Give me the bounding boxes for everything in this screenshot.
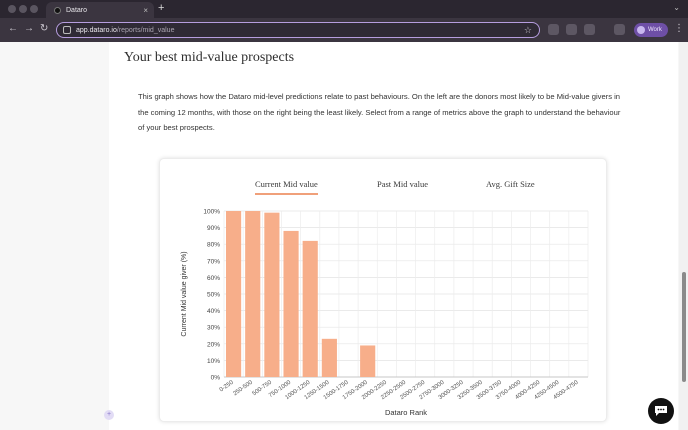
new-tab-button[interactable]: + (158, 2, 165, 14)
close-window-button[interactable] (8, 5, 16, 13)
y-tick-label: 20% (207, 341, 220, 348)
maximize-window-button[interactable] (30, 5, 38, 13)
help-icon[interactable]: + (104, 410, 114, 420)
bar (302, 240, 318, 377)
minimize-window-button[interactable] (19, 5, 27, 13)
reload-icon[interactable]: ↻ (40, 23, 49, 34)
bar (321, 338, 337, 377)
y-tick-label: 30% (207, 325, 220, 332)
bar (226, 211, 242, 377)
profile-label: Work (648, 27, 662, 33)
x-axis-title: Dataro Rank (385, 408, 427, 417)
bar (264, 212, 280, 377)
y-tick-label: 90% (207, 225, 220, 232)
tab-search-icon[interactable]: ⌄ (673, 3, 680, 12)
bar (283, 230, 299, 377)
chart-card: Current Mid value Past Mid value Avg. Gi… (159, 158, 607, 422)
tab-past-mid-value[interactable]: Past Mid value (377, 179, 428, 189)
y-tick-label: 0% (211, 375, 221, 382)
chat-button[interactable] (648, 398, 674, 424)
url-domain: app.dataro.io (76, 26, 117, 34)
scrollbar-track[interactable] (679, 42, 688, 430)
y-tick-label: 10% (207, 358, 220, 365)
page-description: This graph shows how the Dataro mid-leve… (138, 92, 621, 132)
y-tick-label: 80% (207, 242, 220, 249)
forward-icon[interactable]: → (24, 23, 34, 34)
y-tick-label: 40% (207, 308, 220, 315)
address-bar[interactable]: app.dataro.io/reports/mid_value ☆ (56, 22, 540, 38)
extension-icon[interactable] (548, 24, 559, 35)
dataro-favicon-icon (54, 6, 61, 14)
chart-tabs: Current Mid value Past Mid value Avg. Gi… (160, 177, 608, 195)
y-tick-label: 60% (207, 275, 220, 282)
y-tick-label: 50% (207, 292, 220, 299)
y-axis-title: Current Mid value giver (%) (181, 251, 188, 336)
y-tick-label: 70% (207, 258, 220, 265)
chat-icon (655, 406, 667, 416)
site-info-icon[interactable] (63, 26, 71, 34)
download-icon[interactable] (614, 24, 625, 35)
extension-icon[interactable] (566, 24, 577, 35)
tab-current-mid-value[interactable]: Current Mid value (255, 179, 318, 195)
page-title: Your best mid-value prospects (124, 50, 295, 65)
browser-tab[interactable]: Dataro × (46, 2, 154, 18)
profile-button[interactable]: Work (634, 23, 668, 37)
tab-avg-gift-size[interactable]: Avg. Gift Size (486, 179, 535, 189)
bar (360, 345, 376, 377)
extensions-puzzle-icon[interactable] (584, 24, 595, 35)
page-viewport: Your best mid-value prospects This graph… (0, 42, 688, 430)
avatar (637, 26, 645, 34)
bar-chart: 0%10%20%30%40%50%60%70%80%90%100%0-25025… (181, 209, 589, 417)
close-tab-icon[interactable]: × (143, 5, 148, 15)
y-tick-label: 100% (203, 209, 220, 216)
bar (245, 211, 261, 377)
browser-tab-bar: Dataro × + ⌄ (0, 0, 688, 18)
url-path: /reports/mid_value (116, 26, 175, 34)
x-tick-label: 250-500 (232, 379, 254, 397)
tab-title: Dataro (66, 6, 88, 14)
bookmark-star-icon[interactable]: ☆ (523, 25, 532, 35)
browser-menu-icon[interactable]: ⋮ (674, 23, 684, 34)
scrollbar-thumb[interactable] (682, 272, 686, 382)
back-icon[interactable]: ← (8, 23, 18, 34)
browser-toolbar: ← → ↻ app.dataro.io/reports/mid_value ☆ … (0, 18, 688, 42)
